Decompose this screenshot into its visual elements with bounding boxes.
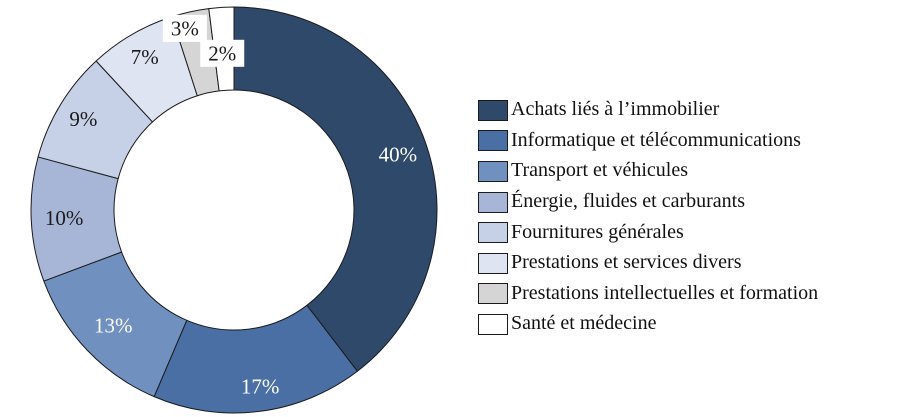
- legend-item: Achats liés à l’immobilier: [478, 95, 818, 126]
- legend-swatch: [478, 160, 508, 182]
- legend-label: Prestations et services divers: [511, 251, 742, 274]
- legend-item: Énergie, fluides et carburants: [478, 187, 818, 218]
- legend-item: Informatique et télécommunications: [478, 126, 818, 157]
- slice-label-background: [162, 14, 207, 42]
- legend-item: Transport et véhicules: [478, 156, 818, 187]
- slice-percent-label: 40%: [379, 142, 418, 166]
- legend-label: Transport et véhicules: [511, 159, 689, 182]
- legend-label: Énergie, fluides et carburants: [511, 190, 745, 213]
- legend-swatch: [478, 130, 508, 152]
- legend-swatch: [478, 191, 508, 213]
- donut-chart: 40% 17% 13% 10% 9% 7% 3% 2%: [30, 6, 438, 414]
- slice-percent-label: 17%: [241, 375, 280, 399]
- legend-swatch: [478, 99, 508, 121]
- legend: Achats liés à l’immobilier Informatique e…: [478, 95, 818, 340]
- legend-item: Santé et médecine: [478, 309, 818, 340]
- legend-label: Santé et médecine: [511, 312, 657, 335]
- legend-swatch: [478, 313, 508, 335]
- donut-slice: [233, 6, 438, 372]
- legend-label: Prestations intellectuelles et formation: [511, 281, 819, 304]
- legend-item: Prestations et services divers: [478, 248, 818, 279]
- slice-percent-label: 3%: [171, 16, 199, 40]
- slice-percent-label: 9%: [69, 107, 97, 131]
- slice-percent-label: 10%: [45, 206, 84, 230]
- slice-percent-label: 7%: [131, 45, 159, 69]
- slice-percent-label: 2%: [208, 41, 236, 65]
- slice-percent-label: 13%: [94, 313, 133, 337]
- legend-swatch: [478, 222, 508, 244]
- legend-label: Fournitures générales: [511, 220, 684, 243]
- legend-item: Fournitures générales: [478, 217, 818, 248]
- legend-swatch: [478, 252, 508, 274]
- legend-swatch: [478, 283, 508, 305]
- legend-label: Informatique et télécommunications: [511, 128, 801, 151]
- slice-label-background: [200, 39, 245, 67]
- donut-slice: [153, 304, 358, 414]
- legend-item: Prestations intellectuelles et formation: [478, 279, 818, 310]
- legend-label: Achats liés à l’immobilier: [511, 98, 720, 121]
